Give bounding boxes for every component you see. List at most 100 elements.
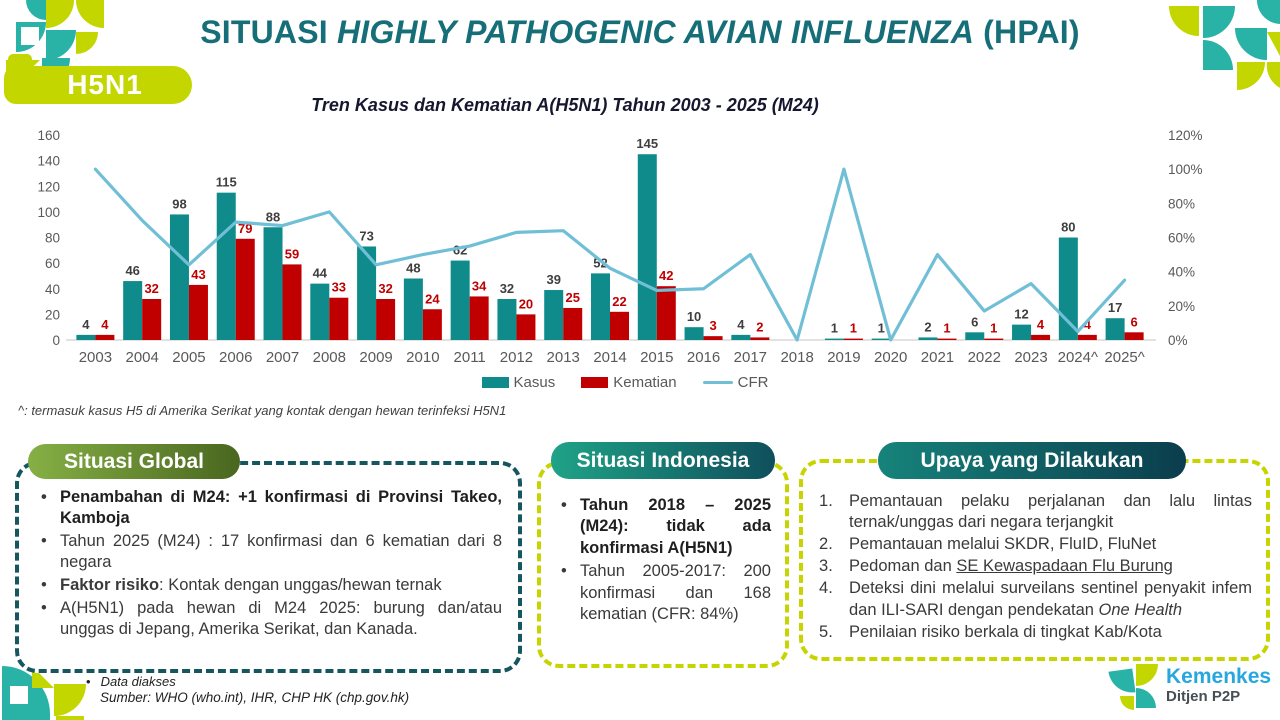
situasi-global-box: Penambahan di M24: +1 konfirmasi di Prov… <box>15 461 522 673</box>
svg-text:32: 32 <box>144 281 158 296</box>
list-item: Tahun 2005-2017: 200 konfirmasi dan 168 … <box>553 561 771 625</box>
svg-text:12: 12 <box>1014 307 1028 322</box>
list-item: Tahun 2025 (M24) : 17 konfirmasi dan 6 k… <box>33 531 502 573</box>
svg-text:2022: 2022 <box>968 349 1001 366</box>
list-item: Tahun 2018 – 2025 (M24): tidak ada konfi… <box>553 495 771 559</box>
svg-text:2: 2 <box>924 319 931 334</box>
svg-text:25: 25 <box>565 290 579 305</box>
svg-text:140: 140 <box>37 154 60 169</box>
legend-kasus-label: Kasus <box>513 374 556 391</box>
svg-text:22: 22 <box>612 294 626 309</box>
svg-text:1: 1 <box>878 321 885 336</box>
situasi-indonesia-header: Situasi Indonesia <box>551 442 775 479</box>
svg-text:2016: 2016 <box>687 349 720 366</box>
source-line: Sumber: WHO (who.int), IHR, CHP HK (chp.… <box>100 690 410 705</box>
kemenkes-logo-text: Kemenkes Ditjen P2P <box>1166 665 1272 706</box>
svg-text:160: 160 <box>37 128 60 143</box>
svg-text:98: 98 <box>172 196 186 211</box>
svg-text:73: 73 <box>359 228 373 243</box>
svg-text:0: 0 <box>52 333 60 348</box>
svg-text:33: 33 <box>332 280 346 295</box>
list-item: Faktor risiko: Kontak dengan unggas/hewa… <box>33 575 502 596</box>
svg-text:2017: 2017 <box>734 349 767 366</box>
svg-text:4: 4 <box>101 317 109 332</box>
legend-kematian: Kematian <box>581 374 677 391</box>
svg-text:1: 1 <box>990 321 997 336</box>
svg-text:4: 4 <box>1037 317 1045 332</box>
kemenkes-brand: Kemenkes <box>1166 665 1272 688</box>
svg-text:80: 80 <box>45 231 60 246</box>
svg-text:4: 4 <box>82 317 90 332</box>
svg-text:2006: 2006 <box>219 349 252 366</box>
svg-text:42: 42 <box>659 268 673 283</box>
svg-text:100%: 100% <box>1168 162 1203 177</box>
svg-text:39: 39 <box>546 272 560 287</box>
svg-text:2011: 2011 <box>454 349 486 366</box>
svg-text:6: 6 <box>1130 314 1137 329</box>
svg-text:2010: 2010 <box>406 349 439 366</box>
page-title: SITUASI HIGHLY PATHOGENIC AVIAN INFLUENZ… <box>200 14 1080 50</box>
svg-text:2020: 2020 <box>874 349 907 366</box>
svg-text:100: 100 <box>37 205 60 220</box>
svg-text:2004: 2004 <box>125 349 158 366</box>
svg-text:40%: 40% <box>1168 265 1195 280</box>
svg-text:2009: 2009 <box>359 349 392 366</box>
svg-text:1: 1 <box>831 321 838 336</box>
svg-text:10: 10 <box>687 309 701 324</box>
situasi-indonesia-box: Tahun 2018 – 2025 (M24): tidak ada konfi… <box>537 461 789 668</box>
svg-text:0%: 0% <box>1168 333 1188 348</box>
svg-text:40: 40 <box>45 282 60 297</box>
svg-text:60: 60 <box>45 256 60 271</box>
legend-cfr: CFR <box>702 374 769 391</box>
kemenkes-logo-icon <box>1108 664 1158 710</box>
svg-text:24: 24 <box>425 291 440 306</box>
svg-text:1: 1 <box>943 321 950 336</box>
list-item: Pedoman dan SE Kewaspadaan Flu Burung <box>819 556 1173 577</box>
chart-footnote: ^: termasuk kasus H5 di Amerika Serikat … <box>18 403 507 418</box>
upaya-header: Upaya yang Dilakukan <box>878 442 1186 479</box>
svg-text:4: 4 <box>1084 317 1092 332</box>
svg-text:44: 44 <box>313 266 328 281</box>
svg-text:2005: 2005 <box>172 349 205 366</box>
kemenkes-sub: Ditjen P2P <box>1166 688 1241 706</box>
svg-text:80: 80 <box>1061 220 1075 235</box>
list-item: Deteksi dini melalui surveilans sentinel… <box>819 578 1252 619</box>
svg-text:2003: 2003 <box>79 349 112 366</box>
svg-text:1: 1 <box>850 321 857 336</box>
situasi-global-header: Situasi Global <box>28 444 240 479</box>
svg-text:3: 3 <box>709 318 716 333</box>
svg-text:32: 32 <box>378 281 392 296</box>
list-item: Penambahan di M24: +1 konfirmasi di Prov… <box>33 487 502 529</box>
svg-text:46: 46 <box>125 263 139 278</box>
legend-cfr-label: CFR <box>737 374 769 391</box>
svg-text:145: 145 <box>636 136 658 151</box>
corner-decoration-top-right-icon <box>1169 0 1280 90</box>
svg-text:120%: 120% <box>1168 128 1203 143</box>
svg-text:34: 34 <box>472 278 487 293</box>
svg-text:2021: 2021 <box>921 349 954 366</box>
svg-text:60%: 60% <box>1168 231 1195 246</box>
chart-legend: Kasus Kematian CFR <box>20 374 1230 391</box>
svg-text:2019: 2019 <box>827 349 860 366</box>
svg-text:17: 17 <box>1108 300 1122 315</box>
svg-text:2023: 2023 <box>1014 349 1047 366</box>
svg-text:20%: 20% <box>1168 299 1195 314</box>
svg-text:80%: 80% <box>1168 196 1195 211</box>
svg-text:115: 115 <box>216 175 237 190</box>
legend-kematian-label: Kematian <box>613 374 677 391</box>
svg-text:2024^: 2024^ <box>1058 349 1098 366</box>
chart-title: Tren Kasus dan Kematian A(H5N1) Tahun 20… <box>311 95 819 115</box>
legend-kasus: Kasus <box>481 374 556 391</box>
svg-text:2: 2 <box>756 319 763 334</box>
svg-text:2012: 2012 <box>500 349 533 366</box>
list-item: Pemantauan melalui SKDR, FluID, FluNet <box>819 534 1157 555</box>
svg-text:120: 120 <box>37 179 60 194</box>
svg-text:2008: 2008 <box>313 349 346 366</box>
svg-text:32: 32 <box>500 281 514 296</box>
svg-text:20: 20 <box>519 296 533 311</box>
kematian-swatch-icon <box>581 377 609 388</box>
svg-text:2007: 2007 <box>266 349 299 366</box>
cfr-line-swatch-icon <box>702 380 733 385</box>
svg-text:59: 59 <box>285 246 299 261</box>
source-note: Data diakses Sumber: WHO (who.int), IHR,… <box>86 674 409 705</box>
